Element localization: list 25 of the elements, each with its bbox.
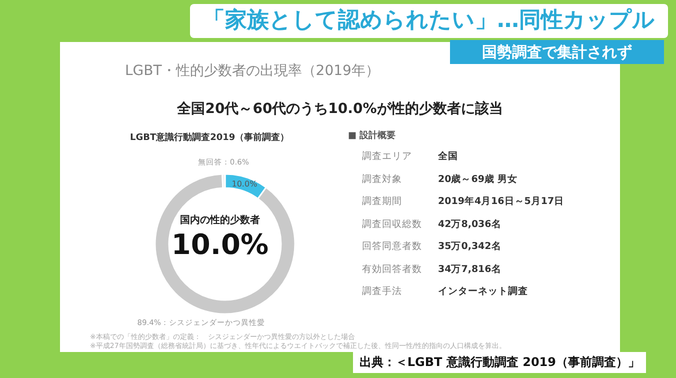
text: 調査エリア [362,150,413,163]
text: 国勢調査で集計されず [450,40,664,64]
text: 42万8,036名 [438,218,502,230]
text: 調査期間 [362,195,403,208]
text: 10.0% [170,228,270,261]
text: 回答同意者数 [362,240,423,253]
text: 調査回収総数 [362,218,423,230]
data-label: 10.0% [232,180,258,189]
chart-title: LGBT・性的少数者の出現率（2019年） [125,62,380,80]
text: 有効回答者数 [362,262,423,276]
text: 34万7,816名 [438,262,502,276]
text: インターネット調査 [438,285,528,298]
text: 35万0,342名 [438,240,502,253]
text: 20歳～69歳 男女 [438,172,518,186]
text: 調査手法 [362,285,403,298]
donut-slice [154,173,296,315]
text: 「家族として認められたい」…同性カップル [190,4,668,38]
text: 国内の性的少数者 [179,214,261,227]
text: 調査対象 [362,172,403,186]
text: 全国 [438,150,458,163]
text: 全国20代～60代のうち10.0%が性的少数者に該当 [176,100,504,118]
text: 2019年4月16日～5月17日 [438,195,564,208]
source-note: 出典：＜LGBT 意識行動調査 2019（事前調査）」 [353,352,646,373]
text: LGBT意識行動調査2019（事前調査） [130,131,290,144]
text: ■ 設計概要 [348,129,396,142]
